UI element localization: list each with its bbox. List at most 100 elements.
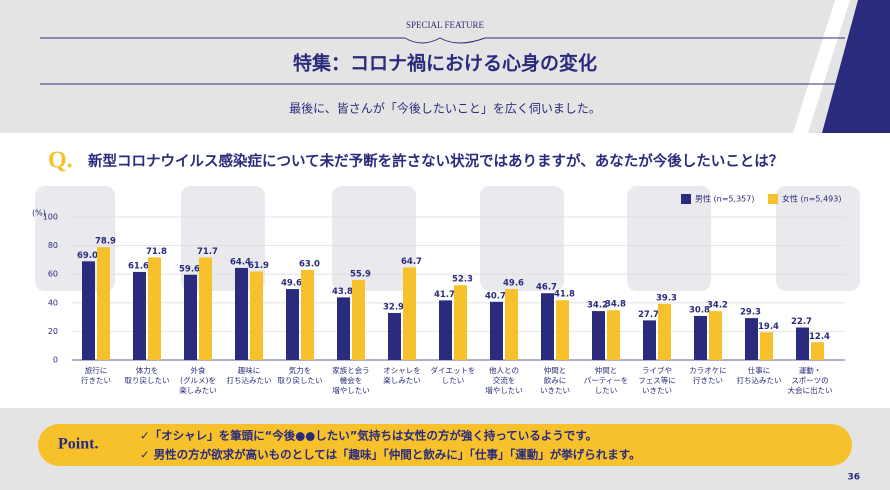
- bar: [658, 303, 671, 360]
- bar: [811, 342, 824, 360]
- bar: [541, 293, 554, 360]
- x-tick-label: ダイエットを: [431, 365, 476, 375]
- x-tick-label: 運動・: [799, 366, 822, 375]
- value-label: 41.8: [554, 290, 575, 300]
- x-tick-label: 楽しみたい: [383, 375, 421, 385]
- value-label: 61.9: [248, 261, 269, 271]
- x-tick-label: パーティーを: [584, 376, 629, 385]
- x-tick-label: 他人との: [489, 365, 519, 375]
- subtitle: 最後に、皆さんが「今後したいこと」を広く伺いました。: [289, 101, 601, 116]
- x-tick-label: 打ち込みたい: [227, 375, 272, 385]
- value-label: 78.9: [95, 237, 116, 247]
- point-box: [38, 424, 852, 466]
- y-unit: (%): [32, 209, 46, 218]
- bar: [148, 257, 161, 360]
- x-tick-label: 飲みに: [544, 375, 567, 385]
- x-tick-label: 仕事に: [748, 365, 771, 375]
- x-tick-label: 打ち込みたい: [737, 375, 782, 385]
- x-tick-label: 楽しみたい: [179, 385, 217, 395]
- bar: [133, 271, 146, 360]
- value-label: 34.2: [587, 301, 608, 311]
- x-tick-label: 増やしたい: [332, 385, 370, 395]
- x-tick-label: 増やしたい: [485, 385, 523, 395]
- legend-swatch: [768, 194, 778, 204]
- x-tick-label: 行きたい: [693, 375, 723, 385]
- bar: [709, 311, 722, 360]
- bar: [439, 300, 452, 360]
- bar: [82, 261, 95, 360]
- value-label: 34.2: [707, 301, 728, 311]
- x-tick-label: 交流を: [493, 375, 516, 385]
- x-tick-label: ライブや: [642, 365, 672, 375]
- value-label: 55.9: [350, 270, 371, 280]
- x-tick-label: したい: [442, 376, 465, 385]
- bar: [643, 320, 656, 360]
- ornament: [404, 37, 486, 44]
- bar: [97, 247, 110, 360]
- x-tick-label: オシャレを: [383, 366, 421, 375]
- value-label: 29.3: [740, 308, 761, 318]
- value-label: 64.7: [401, 257, 422, 267]
- x-tick-label: 機会を: [340, 375, 363, 385]
- bar: [745, 318, 758, 360]
- bar: [286, 289, 299, 360]
- x-tick-label: (グルメ)を: [180, 375, 216, 385]
- value-label: 49.6: [281, 279, 302, 289]
- point-line: ✓ 男性の方が欲求が高いものとしては「趣味」「仲間と飲みに」「仕事」「運動」が挙…: [140, 448, 641, 462]
- value-label: 46.7: [536, 283, 557, 293]
- bar: [184, 274, 197, 360]
- value-label: 43.8: [332, 287, 353, 297]
- value-label: 49.6: [503, 279, 524, 289]
- title: 特集：コロナ禍における心身の変化: [293, 52, 597, 75]
- x-tick-label: 旅行に: [85, 365, 108, 375]
- x-tick-label: 趣味に: [238, 365, 261, 375]
- stripe: [822, 0, 890, 133]
- x-tick-label: したい: [595, 386, 618, 395]
- x-tick-label: 取り戻したい: [125, 375, 170, 385]
- header-band: [0, 0, 890, 133]
- x-tick-label: 仲間と: [595, 365, 618, 375]
- page-number: 36: [847, 473, 860, 483]
- bar: [454, 285, 467, 360]
- value-label: 63.0: [299, 259, 320, 269]
- x-tick-label: 行きたい: [81, 375, 111, 385]
- bar: [301, 269, 314, 360]
- bar: [337, 297, 350, 360]
- bar: [199, 257, 212, 360]
- bar: [352, 280, 365, 360]
- x-tick-label: 体力を: [136, 365, 159, 375]
- value-label: 71.7: [197, 247, 218, 257]
- y-tick-label: 20: [48, 327, 58, 336]
- legend-label: 男性 (n=5,357): [695, 194, 754, 204]
- bar: [490, 301, 503, 360]
- bar: [796, 327, 809, 360]
- value-label: 34.8: [605, 300, 626, 310]
- x-tick-label: いきたい: [540, 386, 570, 395]
- bar: [694, 315, 707, 360]
- x-tick-label: 取り戻したい: [278, 375, 323, 385]
- kicker: SPECIAL FEATURE: [406, 20, 484, 30]
- y-tick-label: 40: [48, 298, 58, 307]
- x-tick-label: カラオケに: [689, 366, 727, 375]
- point-label: Point.: [58, 436, 98, 453]
- y-tick-label: 0: [53, 356, 58, 365]
- x-tick-label: フェス等に: [638, 375, 676, 385]
- bar: [388, 312, 401, 360]
- point-line: ✓「オシャレ」を筆頭に“今後●●したい”気持ちは女性の方が強く持っているようです…: [140, 429, 597, 443]
- x-tick-label: 気力を: [289, 365, 312, 375]
- value-label: 52.3: [452, 275, 473, 285]
- stripe-light: [793, 0, 850, 133]
- y-tick-label: 100: [43, 213, 58, 222]
- y-tick-label: 80: [48, 241, 58, 250]
- value-label: 64.4: [230, 257, 251, 267]
- bar: [403, 267, 416, 360]
- question: 新型コロナウイルス感染症について未だ予断を許さない状況ではありますが、あなたが今…: [88, 152, 783, 170]
- value-label: 41.7: [434, 290, 455, 300]
- value-label: 39.3: [656, 293, 677, 303]
- value-label: 69.0: [77, 251, 98, 261]
- y-tick-label: 60: [48, 270, 58, 279]
- legend-label: 女性 (n=5,493): [782, 194, 841, 204]
- bar: [760, 332, 773, 360]
- x-tick-label: スポーツの: [791, 376, 828, 385]
- bar: [235, 267, 248, 360]
